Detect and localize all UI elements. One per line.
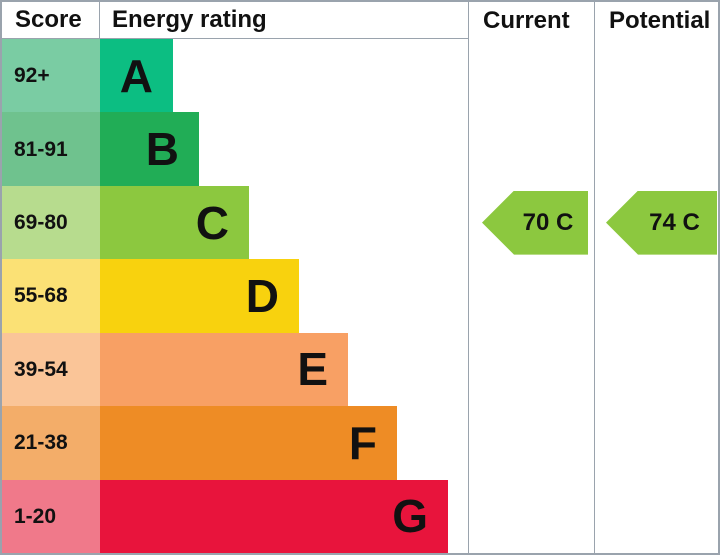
band-letter-e: E [297, 343, 328, 396]
bar-cell-d: D [100, 259, 468, 333]
score-cell-e: 39-54 [2, 332, 100, 407]
score-cell-b: 81-91 [2, 112, 100, 186]
current-rating-arrow: 70 C [482, 190, 588, 255]
current-arrow-slot: 70 C [469, 186, 594, 259]
current-column: 70 C [468, 39, 594, 553]
band-letter-f: F [348, 416, 377, 469]
band-bar-g: G [100, 479, 448, 553]
score-range-g: 1-20 [14, 504, 57, 528]
score-range-c: 69-80 [14, 211, 68, 235]
band-bar-d: D [100, 259, 299, 333]
bar-cell-g: G [100, 479, 468, 553]
score-cell-c: 69-80 [2, 185, 100, 260]
score-cell-f: 21-38 [2, 406, 100, 480]
header-current: Current [468, 2, 594, 39]
header-potential-label: Potential [609, 6, 711, 34]
band-bar-f: F [100, 406, 397, 480]
score-cell-g: 1-20 [2, 479, 100, 553]
potential-rating-arrow: 74 C [606, 190, 717, 255]
header-potential: Potential [594, 2, 718, 39]
header-energy-rating: Energy rating [100, 2, 468, 39]
score-range-f: 21-38 [14, 431, 68, 455]
score-range-b: 81-91 [14, 137, 68, 161]
band-bar-a: A [100, 39, 173, 113]
potential-rating-label: 74 C [649, 208, 700, 236]
band-letter-g: G [392, 490, 428, 543]
band-letter-d: D [245, 269, 279, 322]
band-letter-b: B [145, 123, 179, 176]
bar-cell-c: C [100, 185, 468, 260]
score-range-a: 92+ [14, 64, 50, 88]
score-cell-d: 55-68 [2, 259, 100, 333]
header-score-label: Score [15, 6, 82, 33]
potential-arrow-slot: 74 C [595, 186, 718, 259]
band-letter-a: A [119, 49, 153, 102]
header-energy-rating-label: Energy rating [112, 6, 267, 33]
band-letter-c: C [195, 196, 229, 249]
bar-cell-b: B [100, 112, 468, 186]
potential-column: 74 C [594, 39, 718, 553]
score-range-d: 55-68 [14, 284, 68, 308]
header-score: Score [2, 2, 100, 39]
band-bar-b: B [100, 112, 199, 186]
current-rating-label: 70 C [522, 208, 574, 236]
score-range-e: 39-54 [14, 357, 68, 381]
band-bar-e: E [100, 332, 348, 407]
header-current-label: Current [483, 6, 570, 34]
score-cell-a: 92+ [2, 39, 100, 113]
bar-cell-e: E [100, 332, 468, 407]
band-bar-c: C [100, 185, 249, 260]
bar-cell-a: A [100, 39, 468, 113]
bar-cell-f: F [100, 406, 468, 480]
